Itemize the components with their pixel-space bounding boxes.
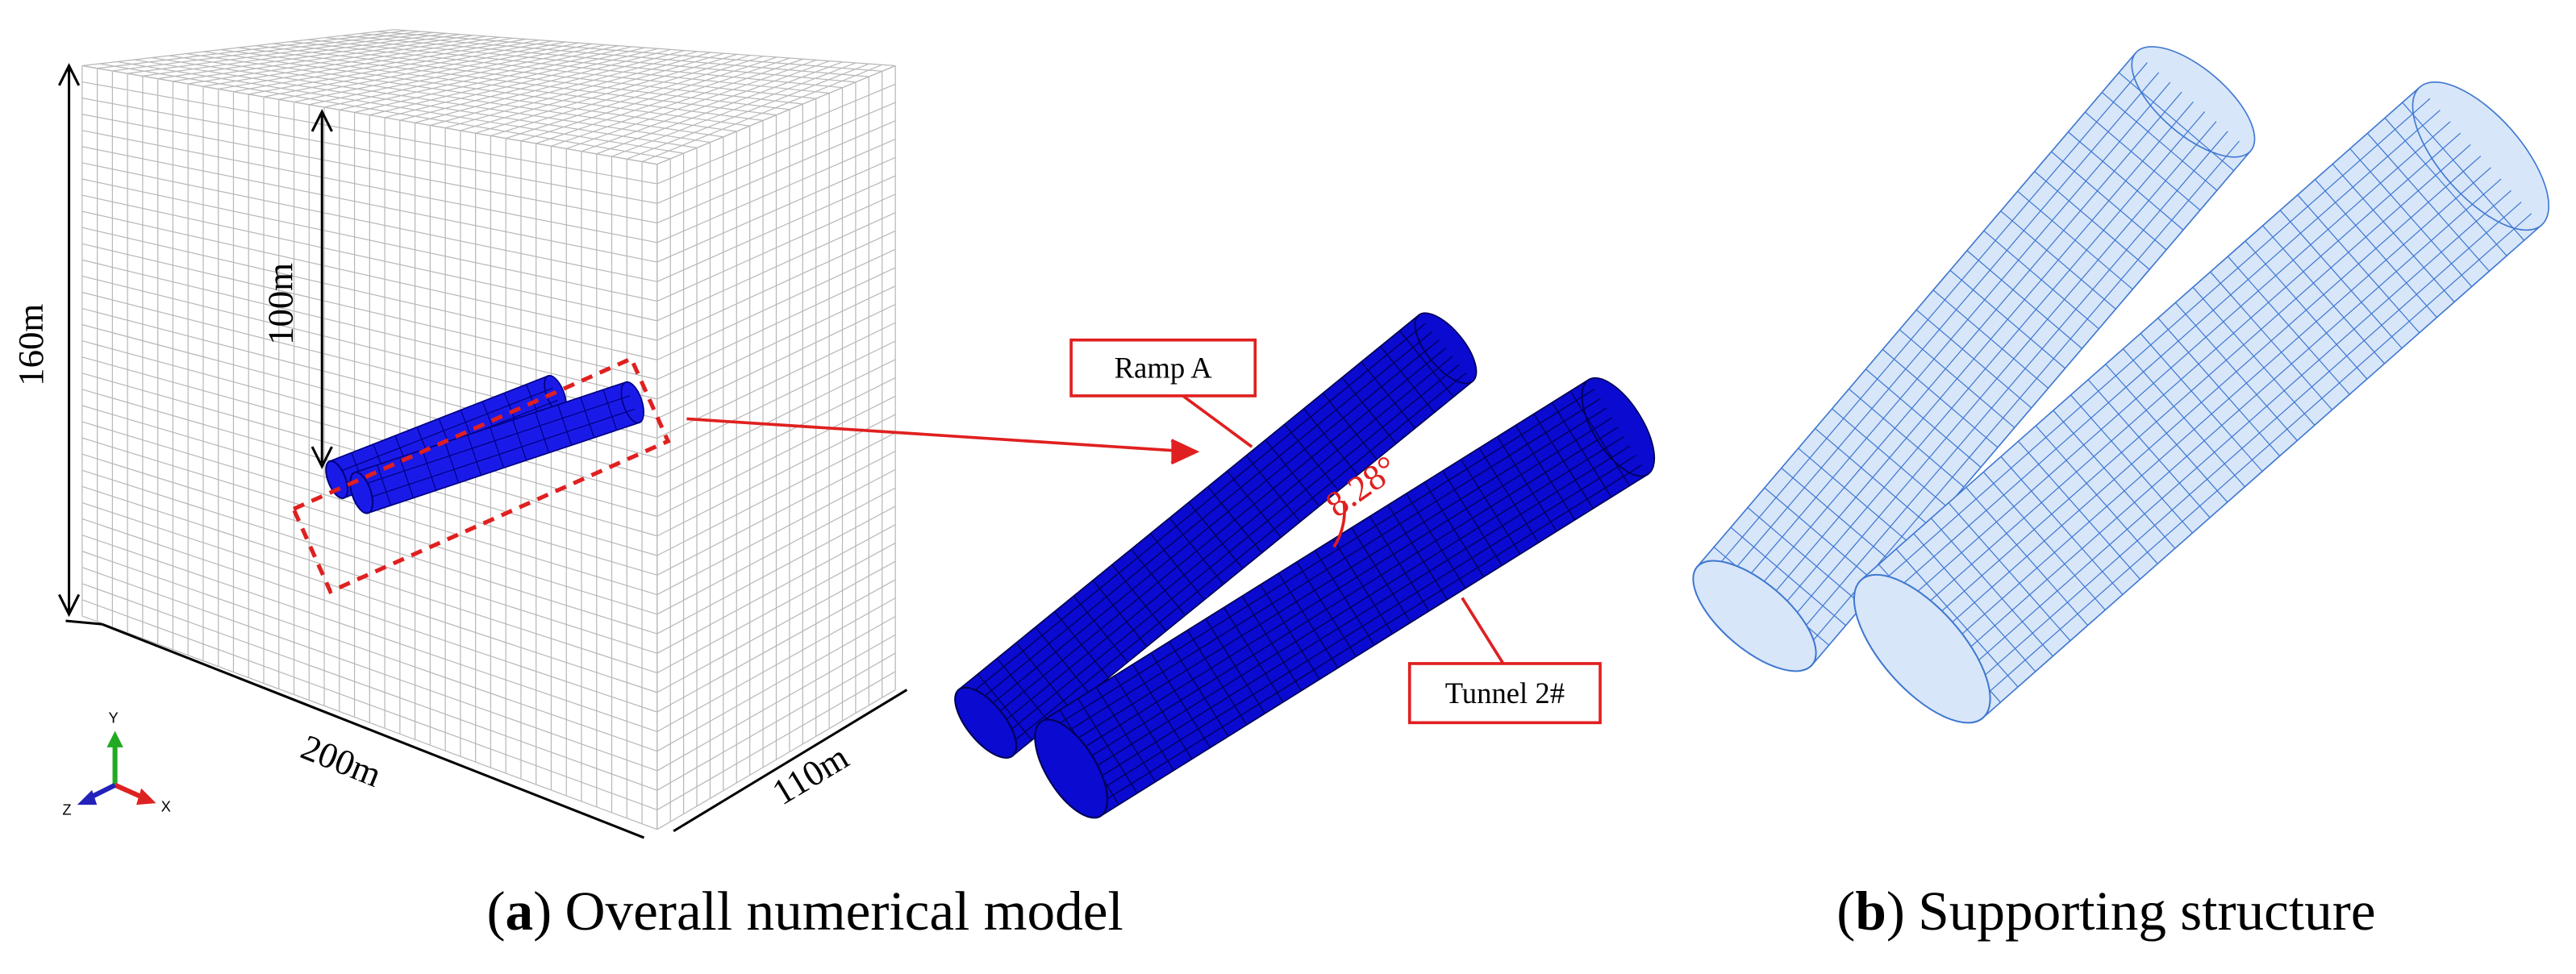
caption-text: Overall numerical model [565, 880, 1123, 942]
caption-b: (b) Supporting structure [1836, 880, 2375, 942]
caption-open: ( [486, 880, 505, 942]
ramp-label: Ramp A [1115, 352, 1213, 385]
axis-triad: Y Z X [62, 709, 170, 818]
caption-open: ( [1836, 880, 1855, 942]
caption-letter: b [1855, 880, 1886, 942]
tube-tunnel-start [1034, 718, 1109, 819]
tube-ramp-mesh [965, 323, 1467, 748]
mesh-face [657, 65, 896, 830]
caption-letter: a [506, 880, 534, 942]
caption-a: (a) Overall numerical model [486, 880, 1123, 942]
depth-label: 100m [261, 263, 301, 345]
caption-text: Supporting structure [1918, 880, 2375, 942]
length-label: 200m [296, 726, 387, 795]
tube-ramp-start [954, 686, 1018, 759]
mini-tunnel-end [620, 381, 644, 424]
tunnel-model [325, 312, 1656, 819]
support-1-start [1692, 560, 1817, 672]
annotations [57, 63, 908, 839]
tunnel-label: Tunnel 2# [1445, 676, 1565, 710]
red-callouts [290, 338, 1602, 725]
caption-close: ) [1886, 880, 1905, 942]
mini-tunnel-mesh [359, 389, 636, 506]
axis-y: Y [108, 709, 118, 726]
mesh-face [81, 29, 896, 165]
mini-ramp-start [325, 460, 349, 499]
axis-z: Z [62, 801, 71, 818]
caption-close: ) [533, 880, 552, 942]
height-label: 160m [10, 304, 51, 386]
support-structure [1692, 46, 2550, 724]
support-2-start [1853, 573, 1991, 724]
axis-x: X [161, 797, 171, 814]
